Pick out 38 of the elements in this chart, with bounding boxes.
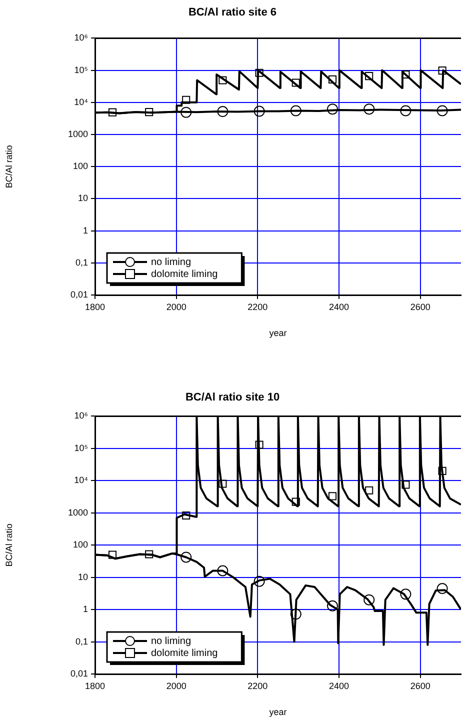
y-tick-label: 10⁶ xyxy=(74,32,88,43)
y-axis-title: BC/Al ratio xyxy=(4,524,14,567)
x-tick-label: 1800 xyxy=(84,680,106,691)
x-axis-title: year xyxy=(269,328,287,338)
x-axis-title: year xyxy=(269,707,287,718)
y-tick-label: 10⁵ xyxy=(74,442,88,453)
y-tick-label: 0,01 xyxy=(70,668,88,678)
x-tick-label: 2000 xyxy=(166,680,186,691)
legend-label: dolomite liming xyxy=(151,268,218,280)
legend-label: no liming xyxy=(151,636,192,647)
x-tick-label: 2400 xyxy=(328,302,350,312)
x-tick-label: 2400 xyxy=(328,680,350,691)
x-tick-label: 2600 xyxy=(410,680,430,691)
y-tick-label: 100 xyxy=(72,540,88,550)
y-tick-label: 10 xyxy=(78,572,88,582)
y-tick-label: 0,1 xyxy=(75,257,88,268)
y-axis-title: BC/Al ratio xyxy=(4,145,14,188)
y-tick-label: 100 xyxy=(72,161,88,172)
x-tick-label: 2600 xyxy=(410,302,430,312)
legend-label: no liming xyxy=(151,256,192,268)
y-tick-label: 0,01 xyxy=(70,289,88,300)
y-tick-label: 10⁴ xyxy=(74,96,88,107)
y-tick-label: 1 xyxy=(82,225,88,236)
y-tick-label: 1 xyxy=(82,604,88,614)
x-tick-label: 2000 xyxy=(166,302,186,312)
y-tick-label: 10 xyxy=(78,193,88,204)
y-tick-label: 1000 xyxy=(68,128,88,139)
y-tick-label: 1000 xyxy=(68,507,88,518)
y-tick-label: 0,1 xyxy=(75,636,88,646)
x-tick-label: 2200 xyxy=(248,302,268,312)
x-tick-label: 2200 xyxy=(248,680,268,691)
legend-label: dolomite liming xyxy=(151,648,218,659)
chart-title: BC/Al ratio site 10 xyxy=(185,392,280,404)
y-tick-label: 10⁵ xyxy=(74,64,88,75)
y-tick-label: 10⁴ xyxy=(74,475,88,486)
y-tick-label: 10⁶ xyxy=(74,410,88,421)
chart-title: BC/Al ratio site 6 xyxy=(188,6,277,19)
x-tick-label: 1800 xyxy=(84,302,106,312)
